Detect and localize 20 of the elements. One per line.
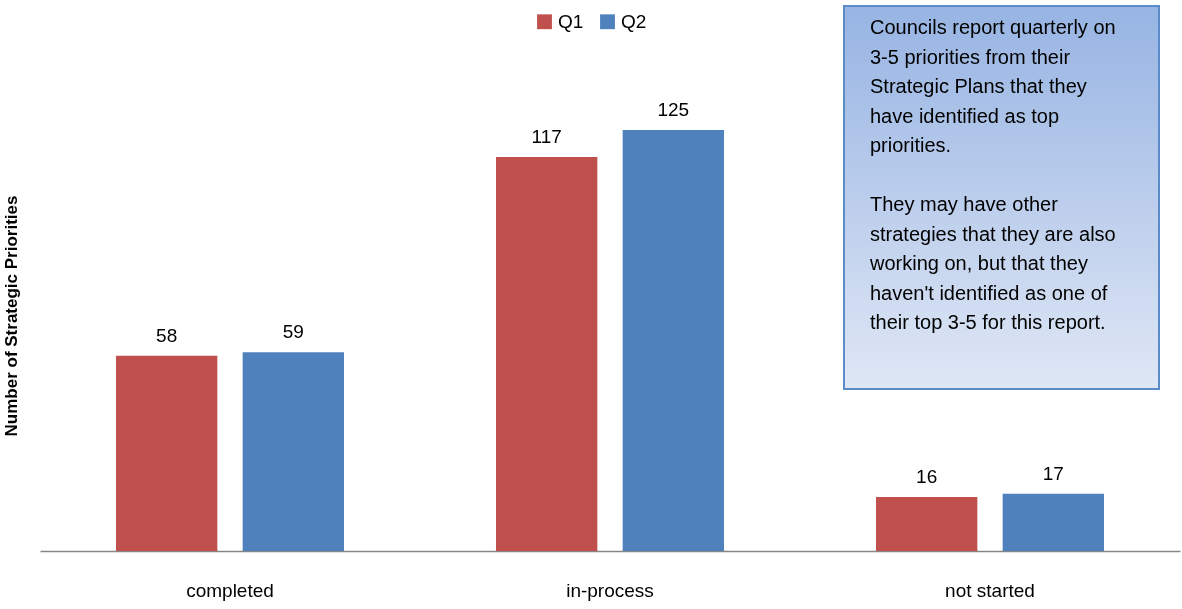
annotation: They may have other strategies that they are also working on, but that they haven't identified as one of their top 3-5 for this report. xyxy=(870,192,1117,335)
x-tick-label: completed xyxy=(186,579,274,601)
data-label: 125 xyxy=(657,99,690,120)
y-axis-title: Number of Strategic Priorities xyxy=(1,195,21,437)
bar xyxy=(496,156,598,551)
data-label: 117 xyxy=(531,125,562,147)
annotation: Councils report quarterly on 3-5 priorities from their Strategic Plans that they have identified as top priorities. xyxy=(870,15,1117,158)
bar xyxy=(242,352,344,551)
x-tick-label: in-process xyxy=(566,579,654,601)
bar xyxy=(116,355,218,551)
legend-label: Q1 xyxy=(558,10,584,32)
bar xyxy=(622,130,724,551)
bar xyxy=(1002,493,1104,551)
data-label: 17 xyxy=(1042,462,1064,484)
data-label: 16 xyxy=(916,466,938,488)
bar xyxy=(876,497,978,551)
x-tick-label: not started xyxy=(945,579,1035,601)
data-label: 59 xyxy=(282,321,304,343)
data-label: 58 xyxy=(156,324,178,346)
legend-label: Q2 xyxy=(621,10,647,32)
